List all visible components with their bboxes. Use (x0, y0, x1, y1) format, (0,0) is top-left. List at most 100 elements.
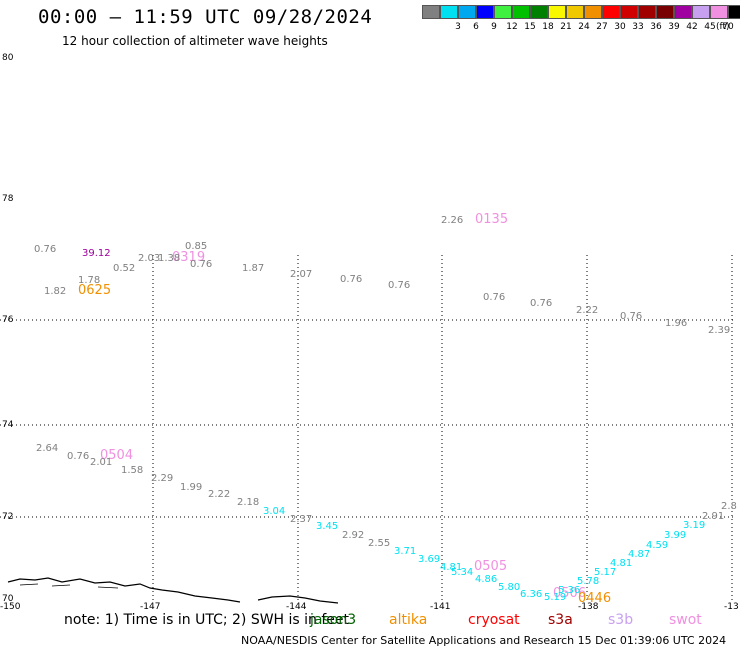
wave-height-label: 0.76 (34, 244, 56, 255)
legend-label: 39 (668, 22, 680, 32)
legend-swatch (728, 5, 740, 19)
wave-height-label: 5.80 (498, 582, 520, 593)
note-text: note: 1) Time is in UTC; 2) SWH is in fe… (64, 612, 350, 628)
satellite-label: swot (669, 612, 702, 628)
wave-height-label: 0.76 (190, 259, 212, 270)
legend-swatch (674, 5, 692, 19)
longitude-label: -150 (0, 602, 21, 610)
legend-swatch (620, 5, 638, 19)
wave-height-label: 3.19 (683, 520, 705, 531)
legend-label: 27 (596, 22, 608, 32)
legend-swatch (476, 5, 494, 19)
legend-swatch (494, 5, 512, 19)
wave-height-label: 6.36 (520, 589, 542, 600)
track-time-label: 0625 (78, 283, 111, 298)
legend-label: 9 (491, 22, 497, 32)
satellite-label: cryosat (468, 612, 520, 628)
wave-height-label: 1.78 (78, 275, 100, 286)
legend-label: 6 (473, 22, 479, 32)
satellite-label: s3b (608, 612, 634, 628)
track-time-label: 0446 (578, 591, 611, 606)
track-time-label: 0319 (172, 250, 205, 265)
wave-height-label: 4.87 (628, 549, 650, 560)
wave-height-label: 3.04 (263, 506, 285, 517)
satellite-label: altika (389, 612, 428, 628)
wave-height-label: 5.36 (558, 585, 580, 596)
latitude-label: 70 (2, 594, 14, 604)
legend-label: 24 (578, 22, 590, 32)
legend-swatch (602, 5, 620, 19)
wave-height-label: 4.81 (610, 558, 632, 569)
legend-swatch (422, 5, 440, 19)
legend-swatch (440, 5, 458, 19)
track-time-label: 0506 (553, 586, 586, 601)
track-time-label: 0504 (100, 448, 133, 463)
wave-height-label: 0.85 (185, 241, 207, 252)
legend-swatch (638, 5, 656, 19)
color-legend: 3 6 9 12 15 18 21 24 27 30 33 36 39 42 45 70 (ft) (0, 0, 740, 40)
legend-unit: (ft) (716, 22, 730, 32)
wave-height-label: 2.55 (368, 538, 390, 549)
legend-swatch (458, 5, 476, 19)
footer-credit: NOAA/NESDIS Center for Satellite Applica… (241, 634, 727, 647)
page-title: 00:00 – 11:59 UTC 09/28/2024 (38, 6, 373, 28)
legend-label: 33 (632, 22, 644, 32)
latitude-label: 78 (2, 194, 14, 204)
wave-height-label: 4.81 (440, 562, 462, 573)
longitude-label: -13 (724, 602, 739, 610)
latitude-label: 72 (2, 512, 13, 522)
wave-height-label: 0.76 (67, 451, 89, 462)
legend-label: 18 (542, 22, 554, 32)
wave-height-label: 4.86 (475, 574, 497, 585)
wave-height-label: 2.18 (237, 497, 259, 508)
legend-label: 21 (560, 22, 572, 32)
wave-height-label: 1.58 (121, 465, 143, 476)
legend-swatch (566, 5, 584, 19)
satellite-label: jason3 (310, 612, 357, 628)
wave-height-label: 2.8 (721, 501, 737, 512)
wave-height-label: 2.07 (290, 269, 312, 280)
legend-label: 42 (686, 22, 698, 32)
legend-swatch (710, 5, 728, 19)
wave-height-label: 2.22 (576, 305, 598, 316)
legend-swatch (512, 5, 530, 19)
longitude-label: -141 (430, 602, 450, 610)
wave-height-label: 2.92 (342, 530, 364, 541)
wave-height-label: 0.76 (483, 292, 505, 303)
wave-height-label: 0.76 (388, 280, 410, 291)
latitude-label: 74 (2, 420, 14, 430)
wave-height-label: 1.87 (242, 263, 264, 274)
legend-label: 70 (722, 22, 734, 32)
legend-label: 30 (614, 22, 626, 32)
wave-height-label: 2.29 (151, 473, 173, 484)
satellite-label: s3a (548, 612, 573, 628)
legend-label: 36 (650, 22, 662, 32)
page-subtitle: 12 hour collection of altimeter wave hei… (62, 34, 328, 48)
wave-height-label: 0.52 (113, 263, 135, 274)
wave-height-label: 3.99 (664, 530, 686, 541)
legend-label: 12 (506, 22, 518, 32)
wave-height-label: 39.12 (82, 248, 111, 259)
coastline (257, 595, 339, 604)
wave-height-label: 0.76 (340, 274, 362, 285)
longitude-label: -147 (140, 602, 160, 610)
wave-height-label: 3.69 (418, 554, 440, 565)
wave-height-label: 2.03 (138, 253, 160, 264)
wave-height-label: 0.76 (620, 311, 642, 322)
wave-height-label: 3.71 (394, 546, 416, 557)
longitude-label: -138 (578, 602, 599, 610)
wave-height-label: 5.17 (594, 567, 616, 578)
wave-height-label: 1.96 (665, 318, 687, 329)
wave-height-label: 2.26 (441, 215, 463, 226)
legend-swatch (656, 5, 674, 19)
wave-height-label: 2.91 (702, 511, 724, 522)
wave-height-label: 2.37 (290, 514, 312, 525)
coastline (19, 583, 119, 589)
wave-height-label: 2.01 (90, 457, 112, 468)
longitude-label: -144 (286, 602, 307, 610)
legend-label: 45 (704, 22, 716, 32)
wave-height-label: 1.38 (158, 253, 180, 264)
wave-height-label: 0.76 (530, 298, 552, 309)
legend-swatch (530, 5, 548, 19)
